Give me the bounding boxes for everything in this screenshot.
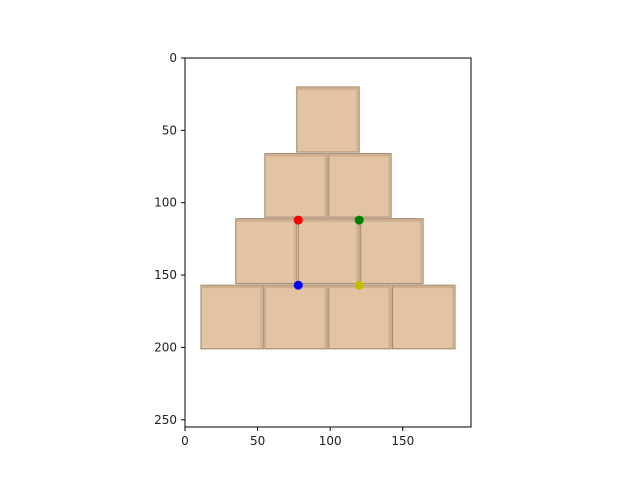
box-4 <box>235 218 298 285</box>
y-axis: 0 50 100 150 200 250 <box>154 51 185 427</box>
x-axis: 0 50 100 150 <box>181 427 414 448</box>
background-image <box>200 86 456 350</box>
y-tick-label: 100 <box>154 196 177 210</box>
point-1 <box>293 215 303 225</box>
x-tick-label: 50 <box>250 434 265 448</box>
box-9 <box>328 284 392 350</box>
y-tick-label: 150 <box>154 268 177 282</box>
box-1 <box>296 86 360 153</box>
y-tick-label: 250 <box>154 413 177 427</box>
point-4 <box>354 280 364 290</box>
plot-frame <box>184 57 472 428</box>
x-tick-label: 150 <box>391 434 414 448</box>
y-tick-label: 200 <box>154 340 177 354</box>
point-2 <box>354 215 364 225</box>
y-tick-label: 50 <box>162 123 177 137</box>
box-8 <box>264 284 328 350</box>
box-3 <box>328 153 392 218</box>
x-tick-label: 0 <box>181 434 189 448</box>
box-10 <box>392 284 456 350</box>
box-5 <box>297 218 360 285</box>
point-3 <box>293 280 303 290</box>
x-tick-label: 100 <box>319 434 342 448</box>
box-6 <box>360 218 424 285</box>
scatter-points <box>293 215 364 290</box>
box-2 <box>264 153 328 218</box>
box-7 <box>200 284 264 350</box>
y-tick-label: 0 <box>169 51 177 65</box>
